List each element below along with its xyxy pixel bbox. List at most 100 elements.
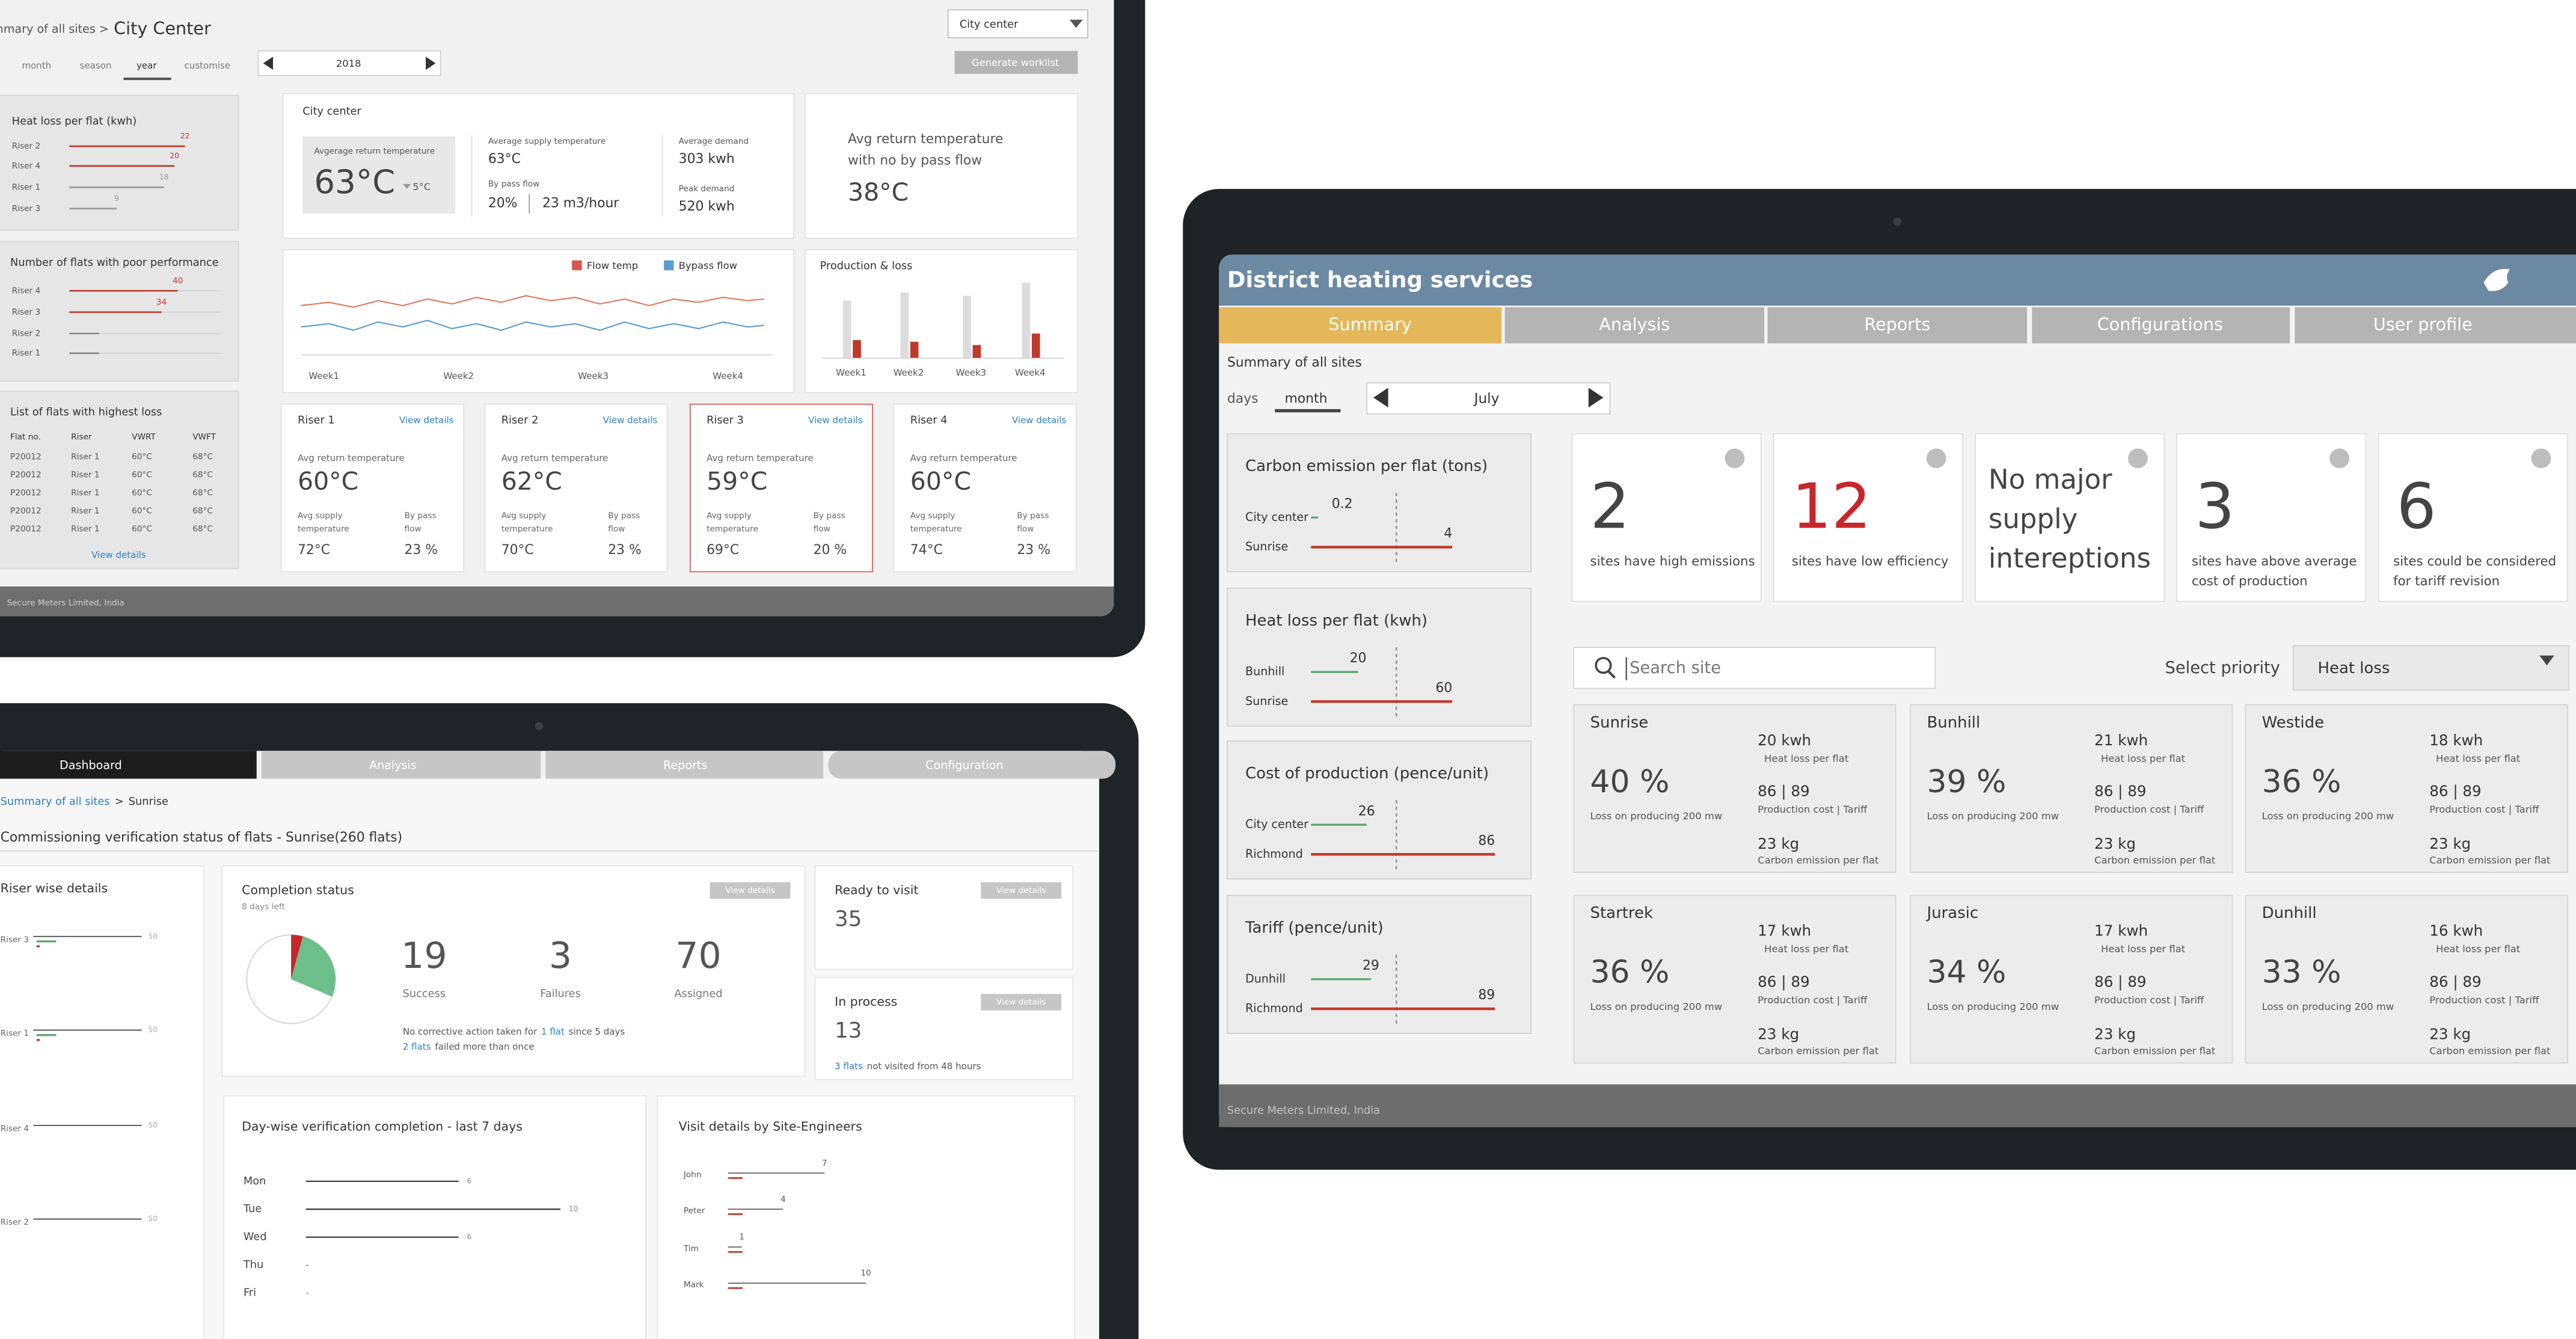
tab[interactable] <box>828 751 1116 779</box>
kpi-value: 12 <box>1792 471 1871 543</box>
label: Fri <box>244 1287 256 1299</box>
label: 63°C <box>314 162 395 201</box>
label: 18 kwh <box>2429 731 2483 749</box>
label: 86 | 89 <box>2429 782 2481 799</box>
label: Carbon emission per flat <box>2429 855 2551 866</box>
label: for tariff revision <box>2393 574 2500 589</box>
site-card[interactable] <box>1910 894 2233 1064</box>
button[interactable] <box>710 882 791 899</box>
label: 72°C <box>298 543 330 558</box>
label: P20012 <box>10 470 41 479</box>
tab[interactable] <box>0 751 257 779</box>
button-label[interactable]: View details <box>725 885 774 895</box>
riser-card[interactable] <box>689 404 873 573</box>
site-card[interactable] <box>1573 894 1897 1064</box>
label: Carbon emission per flat <box>1758 1045 1879 1057</box>
label: Avg supply <box>298 511 343 521</box>
arrow-right <box>426 57 436 70</box>
label: sites have high emissions <box>1590 554 1755 569</box>
link[interactable]: View details <box>399 415 454 426</box>
label: Richmond <box>1245 847 1303 861</box>
nav-tab[interactable] <box>2295 307 2576 343</box>
label: 23 kg <box>1758 835 1799 852</box>
tab[interactable] <box>545 751 824 779</box>
label: sites have low efficiency <box>1792 554 1949 569</box>
dropdown-value[interactable]: Heat loss <box>2318 659 2390 677</box>
nav-tab[interactable] <box>2032 307 2290 343</box>
arrow-left <box>263 57 274 70</box>
search-box[interactable] <box>1573 647 1936 689</box>
label: Avg return temperature <box>298 453 405 464</box>
label: 40 % <box>1590 764 1670 800</box>
link[interactable]: 3 flats <box>835 1060 863 1071</box>
link[interactable]: 1 flat <box>541 1026 565 1037</box>
nav-tab-label[interactable]: Summary <box>1328 314 1412 334</box>
label: 60 <box>1435 680 1452 695</box>
label: Visit details by Site-Engineers <box>679 1119 862 1134</box>
nav-tab[interactable] <box>1219 307 1502 343</box>
button-label[interactable]: View details <box>996 885 1046 895</box>
search-placeholder[interactable]: Search site <box>1630 659 1721 677</box>
link[interactable]: View details <box>91 550 146 561</box>
label: 23 % <box>405 543 438 558</box>
label: P20012 <box>10 506 41 516</box>
label: 60°C <box>910 467 971 496</box>
button-label[interactable]: View details <box>996 997 1046 1007</box>
site-card[interactable] <box>2245 704 2568 873</box>
button[interactable] <box>954 51 1078 74</box>
nav-tab[interactable] <box>1504 307 1765 343</box>
label: Riser 4 <box>1 1124 29 1133</box>
label: Mon <box>244 1175 266 1187</box>
period-tab[interactable]: month <box>22 60 51 71</box>
period-tab[interactable]: customise <box>185 60 231 71</box>
period-tab[interactable]: days <box>1227 392 1259 407</box>
link[interactable]: View details <box>808 415 863 426</box>
label: July <box>1473 390 1500 407</box>
tab-label[interactable]: Dashboard <box>60 758 122 772</box>
link[interactable]: View details <box>603 415 658 426</box>
tab[interactable] <box>261 751 541 779</box>
nav-tab-label[interactable]: Reports <box>1864 314 1930 334</box>
tab-label[interactable]: Analysis <box>369 758 417 772</box>
period-selector[interactable] <box>1366 382 1611 415</box>
label: Sunrise <box>1245 540 1288 553</box>
label: Failures <box>540 988 581 1000</box>
label: Completion status <box>242 882 354 897</box>
label: 2018 <box>336 58 361 69</box>
riser-card[interactable] <box>484 404 668 573</box>
dropdown[interactable] <box>947 9 1088 38</box>
link[interactable]: Summary of all sites <box>1 796 110 808</box>
label: Riser 1 <box>71 470 99 479</box>
nav-tab[interactable] <box>1767 307 2028 343</box>
button[interactable] <box>981 882 1062 899</box>
riser-card[interactable] <box>893 404 1077 573</box>
period-tab[interactable]: month <box>1285 392 1328 407</box>
period-selector[interactable] <box>257 50 441 76</box>
label: Avg return temperature <box>848 132 1003 147</box>
site-card[interactable] <box>1910 704 2233 873</box>
label: 26 <box>1358 804 1375 819</box>
tab-label[interactable]: Reports <box>663 758 707 772</box>
label: 29 <box>1363 958 1379 973</box>
nav-tab-label[interactable]: Configurations <box>2097 314 2223 334</box>
label: Riser 3 <box>1 935 29 944</box>
button-label[interactable]: Generate worklist <box>972 57 1060 69</box>
nav-tab-label[interactable]: User profile <box>2373 314 2473 334</box>
kpi-icon <box>2128 448 2148 469</box>
button[interactable] <box>981 994 1062 1011</box>
label: 60°C <box>132 488 152 497</box>
period-tab[interactable]: season <box>80 60 112 71</box>
site-card[interactable] <box>1573 704 1897 873</box>
nav-tab-label[interactable]: Analysis <box>1599 314 1670 334</box>
site-card[interactable] <box>2245 894 2568 1064</box>
period-tab[interactable]: year <box>136 60 157 71</box>
riser-card[interactable] <box>280 404 464 573</box>
label: Week3 <box>956 368 987 378</box>
dropdown[interactable] <box>2292 645 2570 691</box>
link[interactable]: 2 flats <box>403 1041 431 1051</box>
label: 4 <box>1444 526 1452 541</box>
link[interactable]: View details <box>1012 415 1067 426</box>
label: 36 % <box>1590 955 1670 991</box>
tab-label[interactable]: Configuration <box>925 758 1004 772</box>
